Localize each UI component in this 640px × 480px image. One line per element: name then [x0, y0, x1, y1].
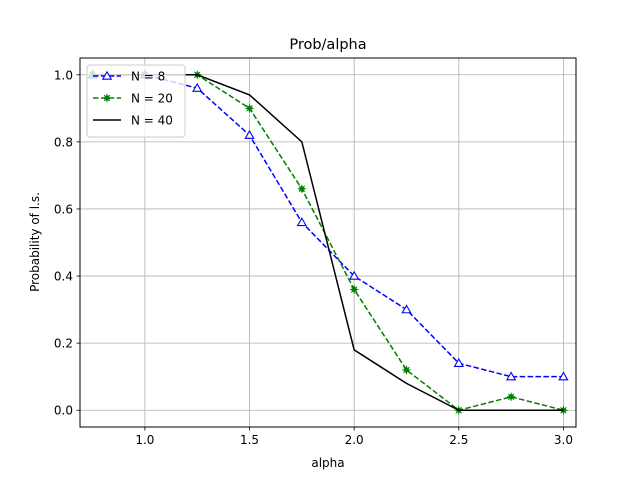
legend-item: N = 40 [93, 114, 173, 128]
legend-item: N = 20 [93, 92, 173, 106]
series-line [92, 74, 564, 412]
x-axis: 1.0 1.5 2.0 2.5 3.0 [135, 427, 573, 447]
data-point-marker [401, 364, 412, 376]
legend-item: N = 8 [93, 70, 165, 84]
x-tick-label: 1.5 [240, 433, 259, 447]
y-tick-label: 1.0 [54, 68, 73, 82]
data-point-marker [296, 217, 307, 227]
data-point-marker [192, 82, 203, 92]
x-tick-label: 2.5 [449, 433, 468, 447]
grid-lines [80, 58, 576, 427]
y-tick-label: 0.4 [54, 270, 73, 284]
data-point-marker [401, 304, 412, 314]
legend: N = 8 N = 20 N = 40 [86, 64, 186, 138]
plot-frame [79, 57, 577, 428]
data-point-marker [453, 357, 464, 367]
data-point-marker [558, 371, 569, 381]
legend-label: N = 40 [131, 114, 173, 128]
data-point-marker [349, 270, 360, 280]
y-tick-label: 0.0 [54, 404, 73, 418]
data-point-marker [296, 183, 307, 194]
legend-label: N = 20 [131, 92, 173, 106]
y-axis-title: Probability of l.s. [28, 192, 42, 292]
x-tick-label: 3.0 [554, 433, 573, 447]
x-tick-label: 2.0 [345, 433, 364, 447]
x-axis-title: alpha [311, 456, 344, 470]
legend-box [86, 64, 186, 138]
y-tick-label: 0.2 [54, 337, 73, 351]
y-tick-label: 0.8 [54, 135, 73, 149]
data-point-marker [506, 391, 517, 402]
y-axis: 0.0 0.2 0.4 0.6 0.8 1.0 [54, 68, 80, 418]
data-point-marker [101, 92, 113, 104]
x-tick-label: 1.0 [135, 433, 154, 447]
y-tick-label: 0.6 [54, 202, 73, 216]
data-point-marker [101, 70, 113, 80]
legend-label: N = 8 [131, 70, 165, 84]
data-point-marker [505, 371, 517, 381]
data-point-marker [349, 284, 360, 295]
data-point-marker [244, 129, 255, 139]
chart-title: Prob/alpha [289, 37, 366, 53]
data-point-marker [244, 103, 255, 114]
